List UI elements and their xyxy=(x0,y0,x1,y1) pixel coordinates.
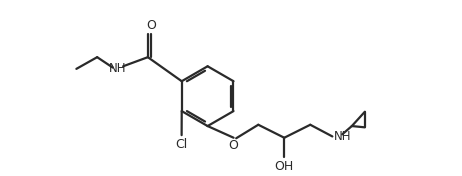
Text: NH: NH xyxy=(334,130,351,143)
Text: OH: OH xyxy=(274,160,294,173)
Text: NH: NH xyxy=(109,62,127,75)
Text: Cl: Cl xyxy=(176,138,188,151)
Text: O: O xyxy=(229,139,238,152)
Text: O: O xyxy=(146,19,156,32)
